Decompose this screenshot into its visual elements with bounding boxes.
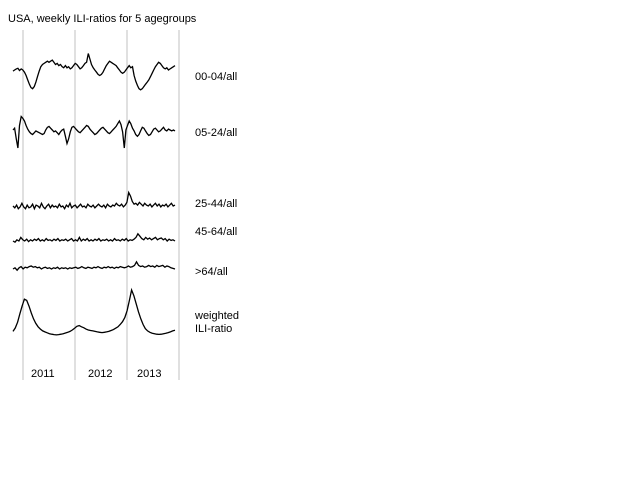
year-gridlines bbox=[22, 30, 180, 380]
series-line-2 bbox=[12, 190, 176, 211]
series-line-0 bbox=[12, 53, 176, 91]
series-traces bbox=[12, 53, 176, 336]
x-tick-label-2013: 2013 bbox=[137, 368, 162, 380]
series-line-3 bbox=[12, 232, 176, 244]
series-label-00-04: 00-04/all bbox=[195, 71, 238, 83]
series-label-weighted: weighted ILI-ratio bbox=[195, 310, 240, 335]
chart-title: USA, weekly ILI-ratios for 5 agegroups bbox=[8, 13, 197, 25]
series-line-5 bbox=[12, 287, 176, 336]
series-label-over-64: >64/all bbox=[195, 266, 228, 278]
series-line-1 bbox=[12, 115, 176, 149]
series-label-05-24: 05-24/all bbox=[195, 127, 238, 139]
series-line-4 bbox=[12, 260, 176, 272]
series-label-45-64: 45-64/all bbox=[195, 226, 238, 238]
x-tick-label-2012: 2012 bbox=[88, 368, 113, 380]
series-label-25-44: 25-44/all bbox=[195, 198, 238, 210]
x-tick-label-2011: 2011 bbox=[31, 368, 55, 380]
